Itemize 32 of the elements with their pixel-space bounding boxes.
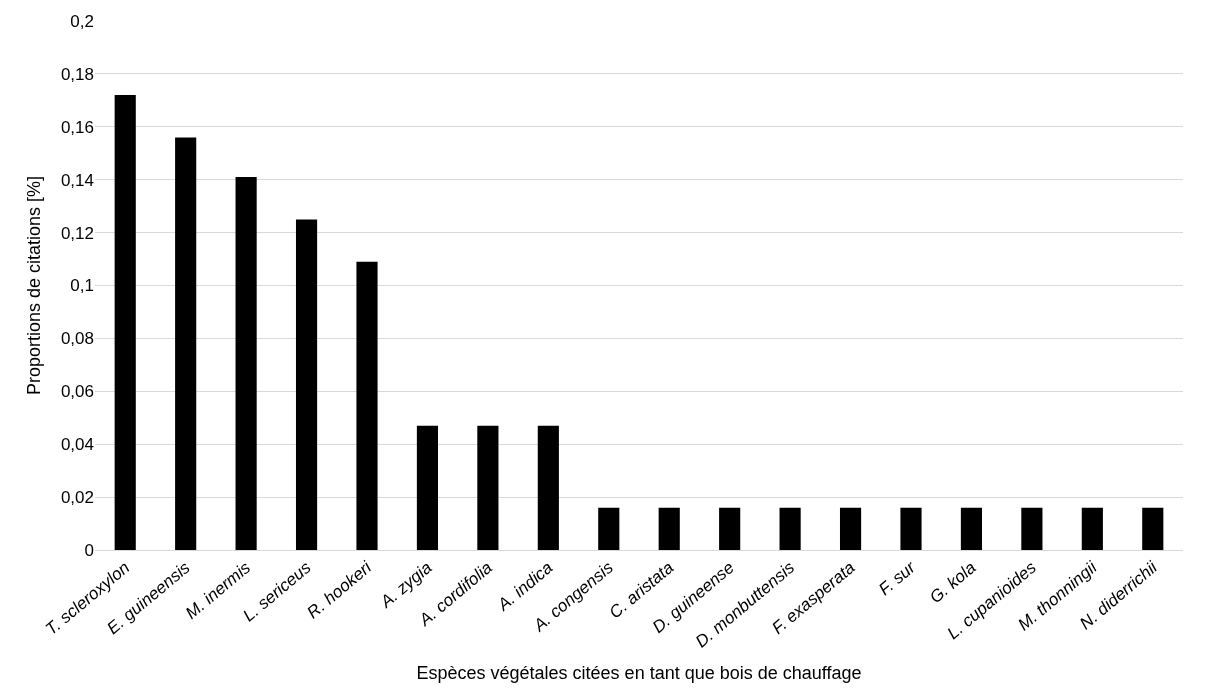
bar [900,507,922,550]
bar [839,507,862,550]
x-tick-label: F. sur [875,557,921,599]
y-tick-label: 0,14 [60,170,94,190]
bar [537,425,559,550]
bar [477,425,499,550]
y-tick-label: 0,12 [60,223,94,243]
bar [235,177,257,550]
x-axis-title: Espèces végétales citées en tant que bois de chauffage [416,662,862,683]
bar [175,137,197,550]
bar [416,425,439,550]
y-tick-label: 0,02 [60,488,94,508]
y-tick-label: 0,04 [60,435,94,455]
y-tick-label: 0,1 [70,276,94,296]
y-tick-label: 0,08 [60,329,94,349]
y-tick-label: 0 [84,540,94,560]
bar [356,261,378,550]
y-axis-title: Proportions de citations [%] [24,175,45,396]
y-tick-label: 0,06 [60,382,94,402]
bar [598,507,620,550]
bar [719,507,741,550]
y-tick-label: 0,18 [60,64,94,84]
bar [1142,507,1164,550]
bar [960,507,983,550]
bar [779,507,801,550]
bar [1021,507,1043,550]
bar [1081,507,1103,550]
bar [658,507,680,550]
y-tick-label: 0,16 [60,117,94,137]
bar [114,95,136,550]
bar [295,219,318,550]
y-tick-label: 0,2 [70,11,94,31]
